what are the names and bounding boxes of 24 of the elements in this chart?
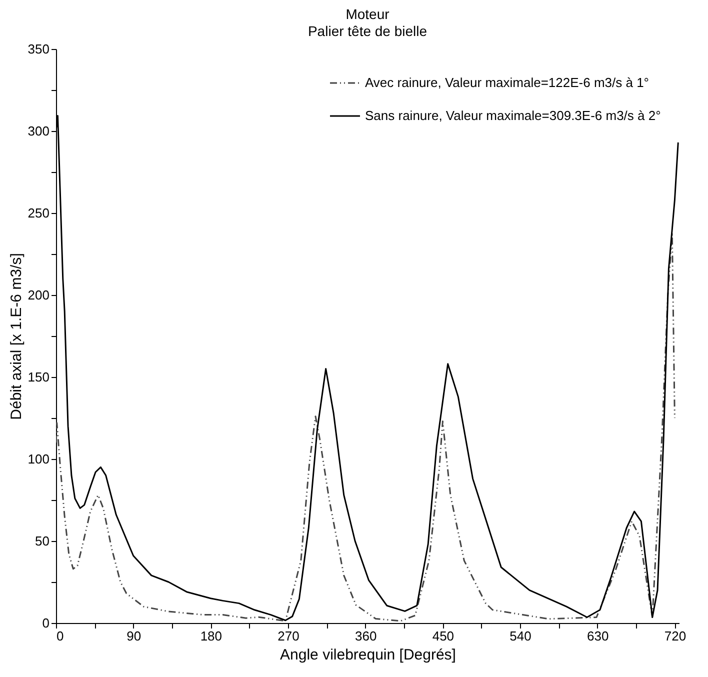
x-tick-label: 630 bbox=[587, 628, 609, 644]
y-tick-label: 0 bbox=[42, 616, 50, 630]
legend-label: Avec rainure, Valeur maximale=122E-6 m3/s à 1° bbox=[365, 75, 649, 90]
x-tick-label: 0 bbox=[56, 628, 64, 644]
y-axis-title: Débit axial [x 1.E-6 m3/s] bbox=[8, 253, 25, 420]
y-tick-label: 200 bbox=[28, 288, 50, 302]
y-tick-label: 350 bbox=[28, 42, 50, 56]
x-tick-label: 360 bbox=[355, 628, 377, 644]
y-tick-label: 300 bbox=[28, 124, 50, 138]
x-tick-label: 180 bbox=[200, 628, 222, 644]
x-tick-label: 540 bbox=[510, 628, 532, 644]
y-tick-label: 250 bbox=[28, 206, 50, 220]
x-tick-label: 450 bbox=[432, 628, 454, 644]
x-tick-label: 720 bbox=[664, 628, 686, 644]
legend-label: Sans rainure, Valeur maximale=309.3E-6 m3/s à 2° bbox=[365, 108, 661, 123]
y-tick-label: 150 bbox=[28, 370, 50, 384]
chart-subtitle: Palier tête de bielle bbox=[308, 23, 428, 39]
y-tick-label: 50 bbox=[35, 534, 50, 548]
y-tick-label: 100 bbox=[28, 452, 50, 466]
chart-title: Moteur bbox=[346, 6, 390, 22]
x-tick-label: 90 bbox=[126, 628, 142, 644]
x-tick-label: 270 bbox=[278, 628, 300, 644]
x-axis-title: Angle vilebrequin [Degrés] bbox=[280, 646, 456, 664]
line-series bbox=[56, 232, 676, 622]
